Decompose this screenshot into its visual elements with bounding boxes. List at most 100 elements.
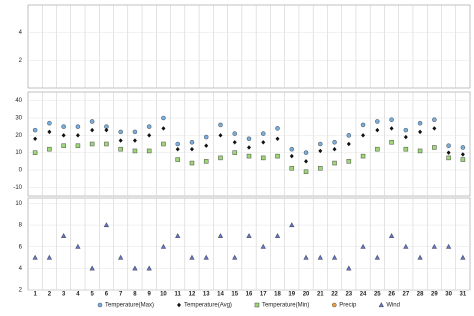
x-tick-label: 11: [175, 292, 182, 298]
point: [446, 143, 451, 149]
point: [246, 153, 252, 159]
point: [46, 254, 53, 260]
point: [261, 140, 266, 145]
point: [318, 148, 323, 154]
point: [303, 254, 309, 260]
x-tick-label: 10: [160, 292, 167, 298]
point: [332, 160, 337, 166]
x-tick-label: 16: [246, 292, 253, 298]
point: [360, 243, 366, 249]
point: [418, 129, 423, 135]
point: [161, 126, 166, 131]
y-tick-label: 10: [15, 201, 22, 207]
x-tick-label: 2: [48, 292, 52, 298]
point: [332, 147, 337, 152]
legend-label: Precip: [339, 303, 357, 309]
point: [289, 165, 295, 171]
x-tick-label: 8: [133, 292, 137, 298]
point: [317, 141, 323, 147]
x-tick-label: 20: [303, 292, 310, 298]
x-tick-label: 7: [119, 292, 123, 298]
point: [432, 117, 437, 123]
point: [361, 133, 366, 138]
point: [189, 147, 194, 152]
point: [217, 232, 224, 238]
x-tick-label: 29: [431, 292, 438, 298]
point: [331, 254, 338, 260]
point: [32, 127, 38, 133]
point: [203, 254, 209, 260]
point: [375, 146, 380, 152]
point: [75, 243, 81, 249]
legend-label: Wind: [386, 303, 400, 309]
point: [75, 133, 80, 138]
point: [431, 243, 438, 249]
point: [61, 143, 66, 149]
y-tick-label: 0: [19, 168, 23, 174]
point: [246, 136, 252, 142]
point: [260, 155, 266, 161]
point: [389, 139, 394, 145]
point: [275, 136, 280, 141]
x-tick-label: 23: [345, 292, 352, 298]
point: [346, 265, 352, 271]
point: [403, 146, 409, 152]
point: [303, 169, 309, 175]
point: [32, 254, 38, 260]
point: [260, 131, 266, 136]
x-tick-label: 24: [360, 292, 367, 298]
point: [374, 254, 381, 260]
x-tick-label: 5: [90, 292, 94, 298]
legend-swatch: [331, 302, 337, 308]
point: [118, 146, 123, 152]
point: [389, 117, 394, 123]
y-tick-label: 4: [19, 30, 23, 36]
legend-label: Temperature(Min): [262, 303, 309, 309]
point: [117, 254, 124, 260]
y-tick-label: 10: [15, 150, 22, 156]
x-tick-label: 21: [317, 292, 324, 298]
point: [146, 265, 152, 271]
point: [360, 122, 366, 128]
y-tick-label: 2: [19, 58, 23, 64]
point: [104, 127, 109, 133]
point: [304, 159, 309, 164]
point: [388, 232, 395, 238]
x-tick-label: 31: [460, 292, 467, 298]
point: [118, 129, 123, 135]
x-tick-label: 4: [76, 292, 80, 298]
point: [132, 265, 138, 271]
point: [403, 134, 408, 140]
x-tick-label: 12: [189, 292, 196, 298]
point: [247, 145, 251, 150]
point: [203, 134, 209, 140]
y-tick-label: 8: [19, 223, 23, 229]
x-tick-label: 18: [274, 292, 281, 298]
point: [160, 243, 167, 249]
legend-label: Temperature(Avg): [184, 303, 232, 309]
point: [289, 146, 295, 152]
point: [89, 141, 95, 147]
point: [289, 222, 295, 228]
point: [403, 243, 409, 249]
point: [389, 126, 394, 131]
point: [260, 243, 266, 249]
legend-label: Temperature(Max): [105, 303, 154, 309]
point: [218, 122, 223, 128]
x-tick-label: 14: [217, 292, 224, 298]
point: [203, 159, 209, 164]
point: [103, 222, 110, 228]
point: [175, 232, 181, 238]
point: [275, 126, 280, 131]
point: [375, 119, 380, 124]
point: [132, 138, 137, 143]
y-tick-label: -10: [13, 185, 22, 191]
x-tick-label: 27: [402, 292, 409, 298]
point: [232, 254, 238, 260]
y-tick-label: 30: [15, 116, 22, 122]
point: [375, 127, 380, 133]
x-tick-label: 6: [105, 292, 109, 298]
point: [232, 150, 238, 155]
point: [317, 165, 323, 171]
